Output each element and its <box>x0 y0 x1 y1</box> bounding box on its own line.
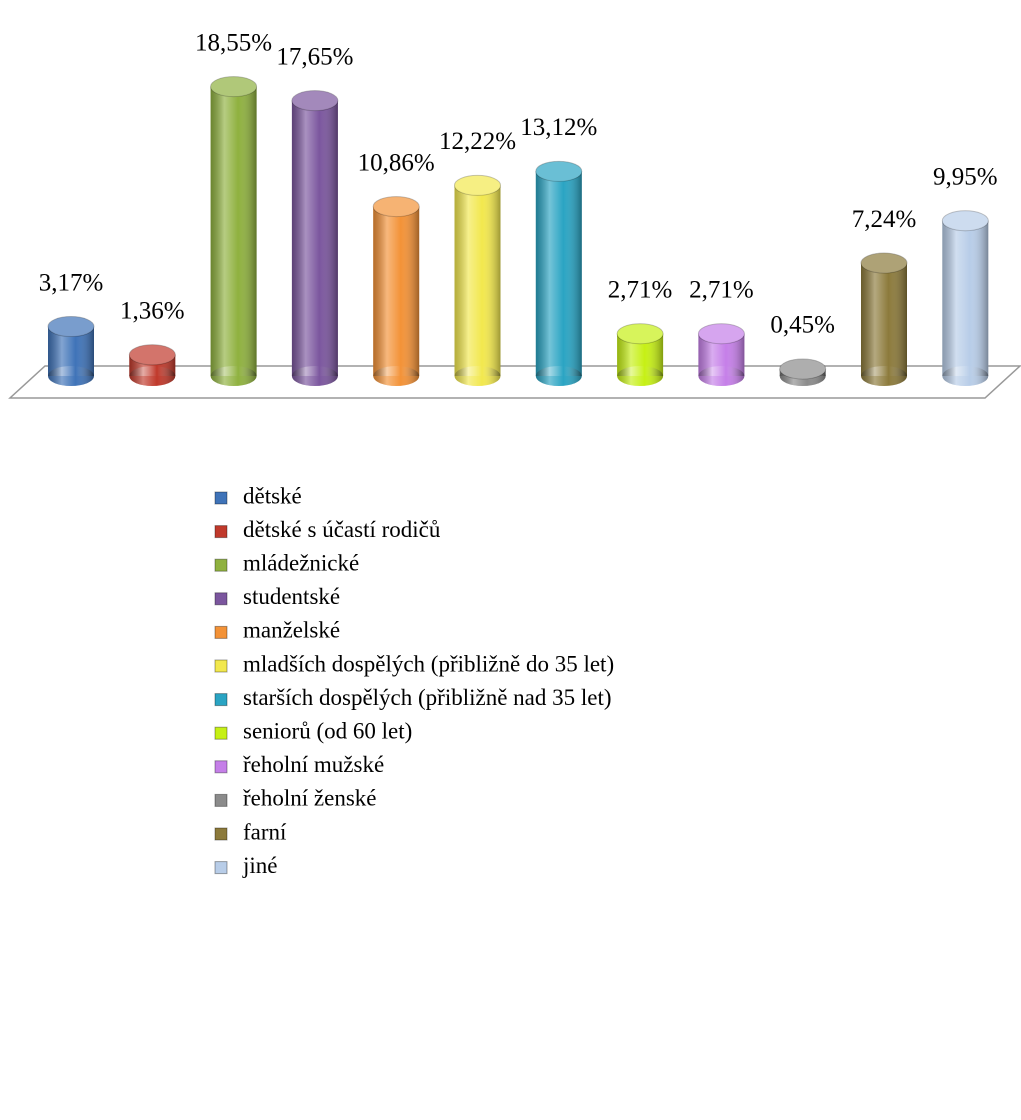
legend-label: seniorů (od 60 let) <box>243 718 412 743</box>
bar-top-light <box>48 316 94 337</box>
value-label: 17,65% <box>276 43 353 70</box>
value-label: 18,55% <box>195 29 272 56</box>
bar-top-light <box>942 210 989 231</box>
bar <box>697 323 745 386</box>
bar-top <box>372 196 420 218</box>
value-label: 3,17% <box>39 269 104 296</box>
value-label: 9,95% <box>933 164 998 191</box>
bar <box>291 90 339 386</box>
bar-top-light <box>129 344 176 365</box>
bar-top-light <box>698 323 745 344</box>
value-label: 2,71% <box>689 276 754 303</box>
bar <box>535 160 583 386</box>
bar-top <box>941 210 989 232</box>
bar <box>779 358 827 386</box>
bar-top <box>779 358 827 380</box>
legend-label: starších dospělých (přibližně nad 35 let… <box>243 685 612 710</box>
legend-swatch <box>214 793 228 807</box>
bar-top-light <box>535 161 582 182</box>
bar-top <box>47 316 95 338</box>
legend-swatch <box>214 760 228 774</box>
bar-body-shade <box>291 100 338 376</box>
value-label: 7,24% <box>852 206 917 233</box>
bar-top <box>616 323 664 345</box>
bar-top-light <box>373 196 420 217</box>
bar-body-shade <box>210 86 257 377</box>
bar-top-light <box>454 175 501 196</box>
bar <box>941 210 989 386</box>
legend-swatch <box>214 827 228 841</box>
bar <box>128 344 176 386</box>
legend-label: studentské <box>243 584 340 609</box>
bar <box>210 76 258 386</box>
bar-top <box>697 323 745 345</box>
bar <box>372 196 420 386</box>
legend-label: dětské <box>243 483 302 508</box>
legend-label: farní <box>243 819 287 844</box>
legend-label: dětské s účastí rodičů <box>243 517 441 542</box>
bar-body-shade <box>942 220 989 376</box>
bar-top <box>535 160 583 182</box>
bar-top-light <box>291 90 338 111</box>
bar <box>860 252 908 386</box>
legend-swatch <box>214 861 228 875</box>
value-label: 2,71% <box>608 276 673 303</box>
bar-body-shade <box>373 206 420 376</box>
legend-label: mladších dospělých (přibližně do 35 let) <box>243 651 614 676</box>
value-label: 13,12% <box>520 114 597 141</box>
legend-swatch <box>214 525 228 539</box>
bar <box>454 174 501 386</box>
legend-swatch <box>214 558 228 572</box>
bar-top <box>210 76 258 98</box>
bar-top <box>860 252 908 274</box>
legend-swatch <box>214 659 228 673</box>
legend-label: řeholní mužské <box>243 752 384 777</box>
bar-body-shade <box>454 185 501 376</box>
bar-top <box>291 90 339 112</box>
value-label: 10,86% <box>358 149 435 176</box>
bar <box>47 316 95 386</box>
value-label: 1,36% <box>120 298 185 325</box>
bar-body-shade <box>861 263 907 376</box>
legend-label: jiné <box>242 853 278 878</box>
bar-top-light <box>617 323 664 344</box>
floor <box>8 365 1021 399</box>
bar-top-light <box>779 358 826 379</box>
bar-top <box>128 344 176 366</box>
bar <box>616 323 664 386</box>
legend-label: mládežnické <box>243 550 359 575</box>
legend-label: řeholní ženské <box>243 786 376 811</box>
bar-top-light <box>210 76 257 97</box>
legend-swatch <box>214 693 228 707</box>
legend-swatch <box>214 625 228 639</box>
legend-swatch <box>214 726 228 740</box>
bar-top-light <box>861 253 907 274</box>
legend-swatch <box>214 592 228 606</box>
legend-swatch <box>214 491 228 505</box>
value-label: 12,22% <box>439 128 516 155</box>
legend-label: manželské <box>243 618 340 643</box>
bar-body-shade <box>535 171 582 376</box>
value-label: 0,45% <box>770 312 835 339</box>
bar-top <box>454 174 501 196</box>
